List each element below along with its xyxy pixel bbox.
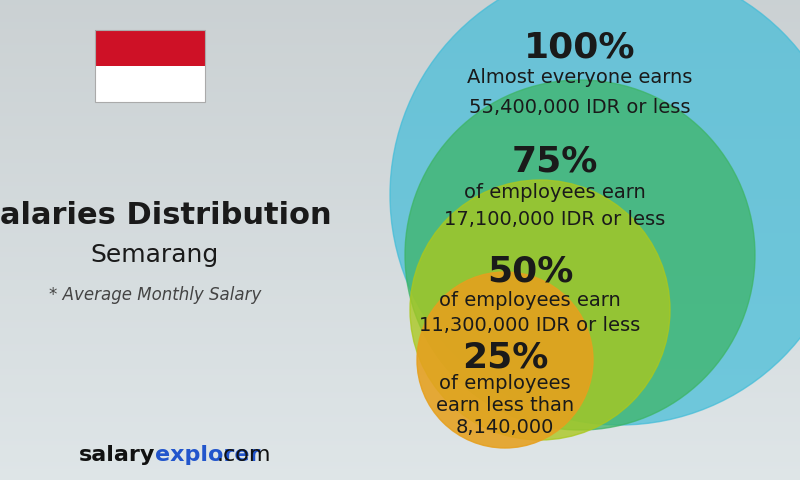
Bar bbox=[95, 66, 205, 102]
Text: 11,300,000 IDR or less: 11,300,000 IDR or less bbox=[419, 316, 641, 335]
Text: of employees earn: of employees earn bbox=[439, 291, 621, 310]
Circle shape bbox=[417, 272, 593, 448]
Bar bbox=[95, 30, 205, 66]
Text: 75%: 75% bbox=[512, 145, 598, 179]
Text: 50%: 50% bbox=[487, 255, 573, 289]
Text: .com: .com bbox=[217, 445, 271, 465]
Circle shape bbox=[390, 0, 800, 425]
Text: Almost everyone earns: Almost everyone earns bbox=[467, 68, 693, 87]
Text: 100%: 100% bbox=[524, 30, 636, 64]
Text: earn less than: earn less than bbox=[436, 396, 574, 415]
Text: Semarang: Semarang bbox=[91, 243, 219, 267]
Circle shape bbox=[405, 80, 755, 430]
Text: explorer: explorer bbox=[155, 445, 261, 465]
Text: 25%: 25% bbox=[462, 340, 548, 374]
Text: of employees earn: of employees earn bbox=[464, 183, 646, 202]
Text: Salaries Distribution: Salaries Distribution bbox=[0, 201, 332, 229]
Bar bbox=[95, 30, 205, 102]
Circle shape bbox=[410, 180, 670, 440]
Text: 8,140,000: 8,140,000 bbox=[456, 418, 554, 437]
Text: 55,400,000 IDR or less: 55,400,000 IDR or less bbox=[470, 98, 690, 117]
Text: * Average Monthly Salary: * Average Monthly Salary bbox=[49, 286, 261, 304]
Text: salary: salary bbox=[78, 445, 155, 465]
Text: of employees: of employees bbox=[439, 374, 571, 393]
Text: 17,100,000 IDR or less: 17,100,000 IDR or less bbox=[444, 210, 666, 229]
